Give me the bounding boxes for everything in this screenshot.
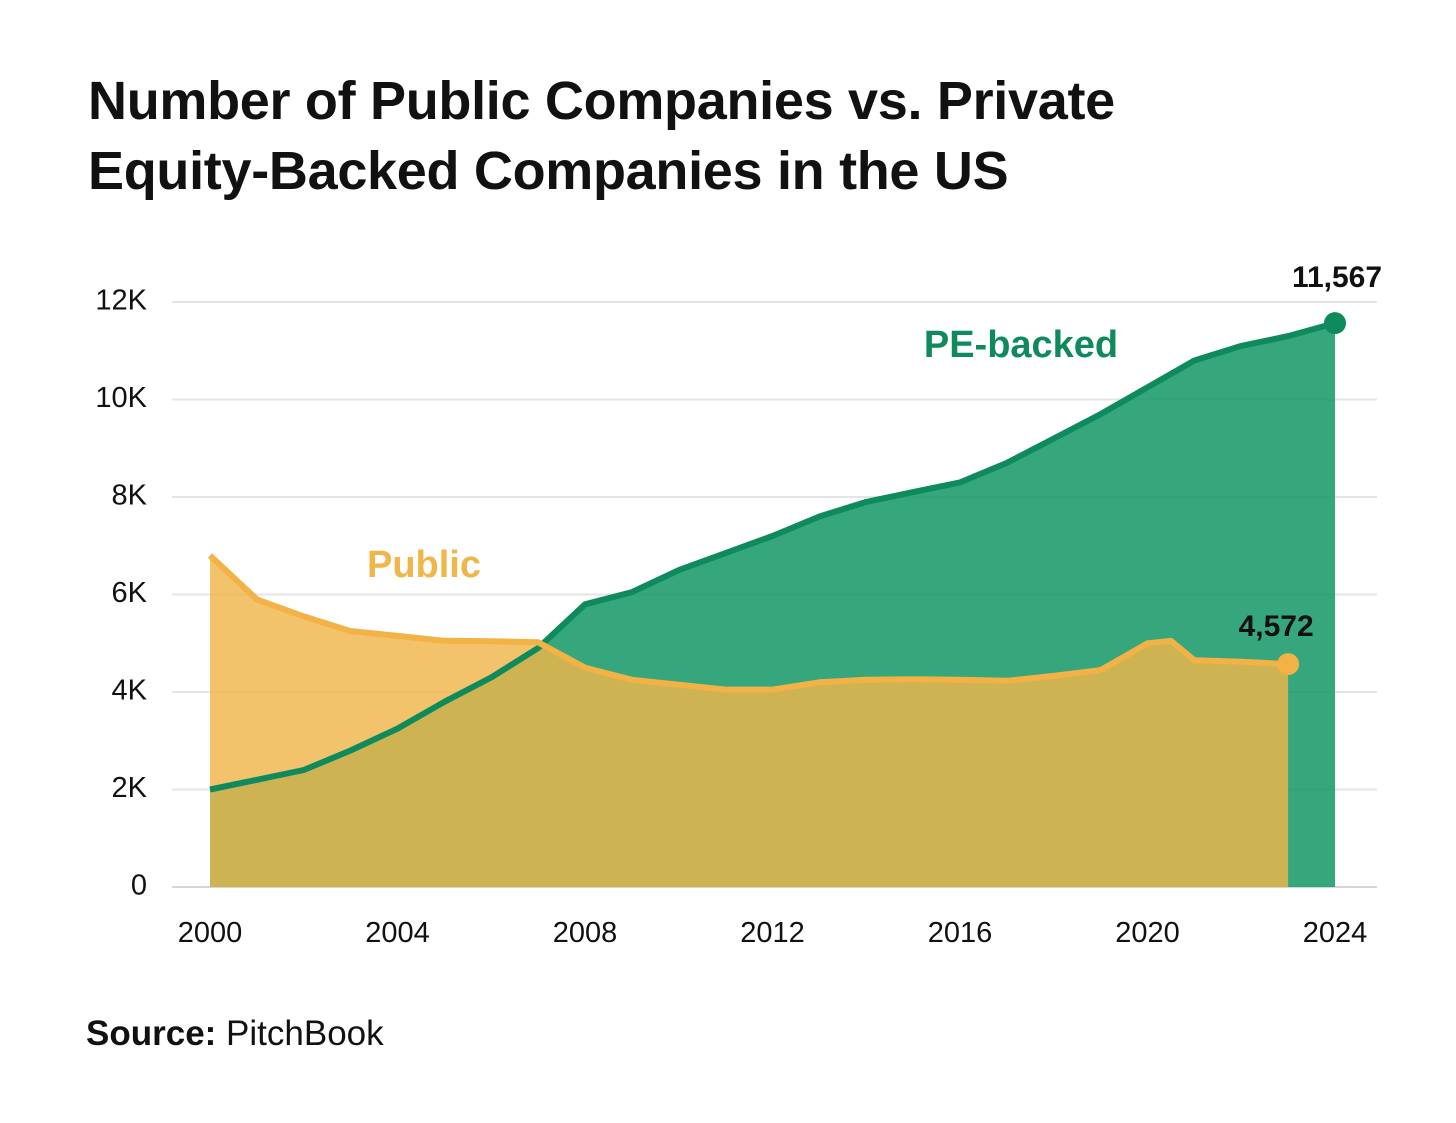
public-line (207, 553, 1289, 693)
x-tick-label: 2024 (1303, 917, 1368, 949)
y-tick-label: 12K (95, 285, 147, 317)
pe-backed-end-value-label: 11,567 (1292, 261, 1382, 294)
x-tick-label: 2004 (365, 917, 430, 949)
x-tick-label: 2020 (1115, 917, 1180, 949)
chart-title-line-2: Equity-Backed Companies in the US (88, 141, 1009, 201)
y-tick-label: 0 (131, 870, 147, 902)
chart-title-line-1: Number of Public Companies vs. Private (88, 71, 1115, 131)
public-area (210, 555, 1289, 887)
source-label: Source: (86, 1014, 217, 1053)
pe-backed-end-point (1324, 312, 1346, 335)
y-tick-label: 6K (112, 577, 148, 609)
public-end-point (1277, 653, 1300, 676)
y-tick-label: 4K (112, 675, 148, 707)
source-value: PitchBook (226, 1014, 384, 1053)
y-tick-label: 8K (112, 480, 148, 512)
pe-backed-series-label: PE-backed (924, 324, 1118, 366)
x-tick-label: 2012 (740, 917, 805, 949)
y-tick-label: 10K (95, 382, 147, 414)
source-note: Source: PitchBook (86, 1014, 384, 1054)
public-series-label: Public (367, 544, 481, 586)
x-tick-label: 2016 (928, 917, 993, 949)
public-end-value-label: 4,572 (1239, 610, 1314, 643)
x-tick-label: 2008 (553, 917, 618, 949)
pe-backed-line (209, 320, 1336, 793)
x-tick-label: 2000 (178, 917, 243, 949)
y-tick-label: 2K (112, 772, 148, 804)
chart-title: Number of Public Companies vs. Private E… (88, 66, 1388, 206)
